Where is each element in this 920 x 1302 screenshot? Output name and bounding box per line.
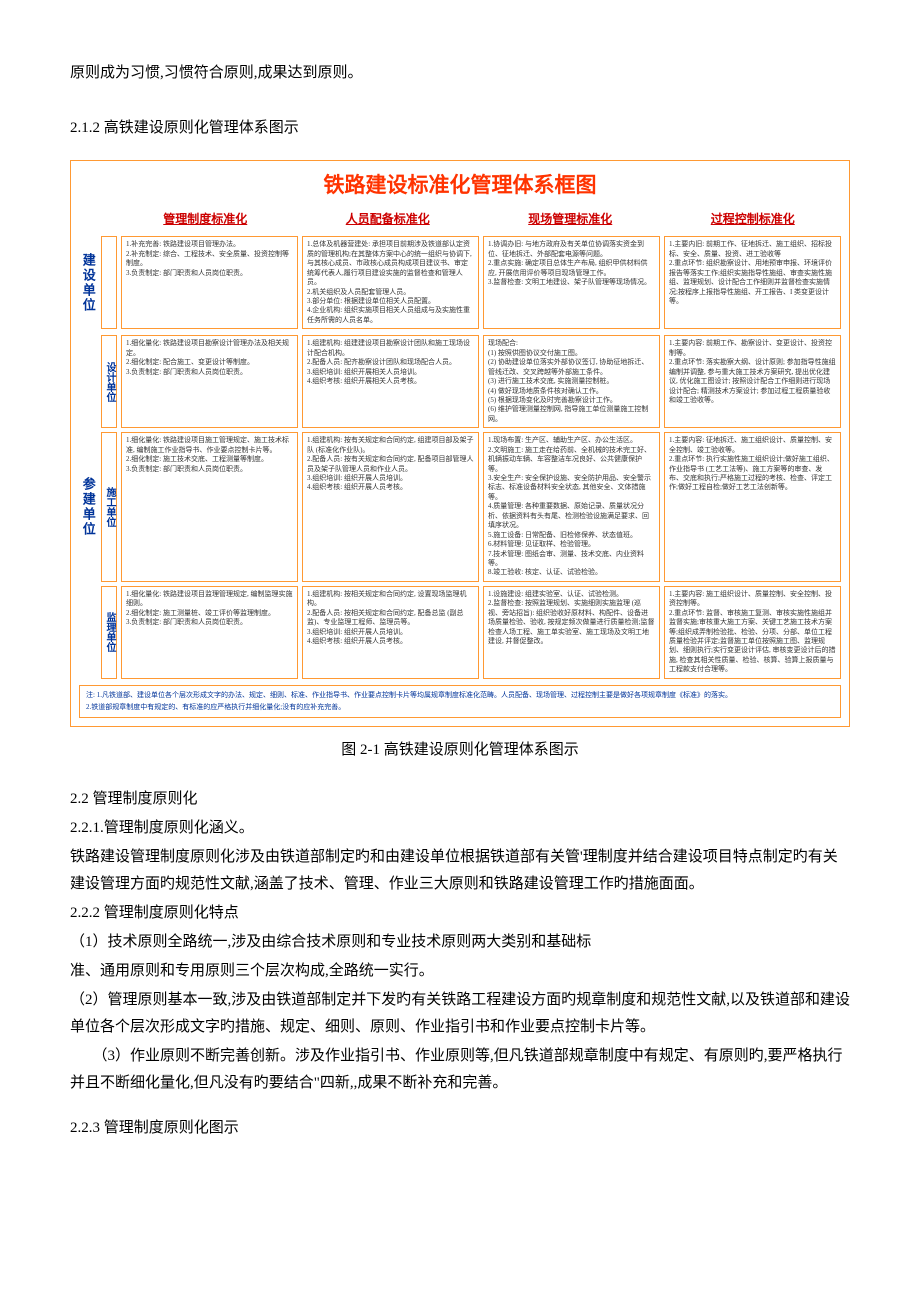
row-label-participate: 参建单位 [76, 477, 99, 537]
para-222-2: 准、通用原则和专用原则三个层次构成,全路统一实行。 [70, 958, 850, 985]
sublabel-supervision: 监理单位 [101, 586, 117, 679]
para-222-4: （3）作业原则不断完善创新。涉及作业指引书、作业原则等,但凡铁道部规章制度中有规… [70, 1043, 850, 1097]
cell-super-2: 1.组建机构: 按相关规定和合同约定, 设置现场监理机构。 2.配备人员: 按相… [302, 586, 479, 679]
row-supervision-unit: 监理单位 1.细化量化: 铁路建设项目监理管理规定, 编制监理实施细则。 2.细… [101, 586, 841, 679]
cell-super-4: 1.主要内容: 施工组织设计、质量控制、安全控制、投资控制等。 2.重点环节: … [664, 586, 841, 679]
section-2-2-1-heading: 2.2.1.管理制度原则化涵义。 [70, 815, 850, 842]
cell-design-3: 现场配合: (1) 按照供图协议交付施工图。 (2) 协助建设单位落实外部协议签… [483, 335, 660, 428]
framework-title: 铁路建设标准化管理体系框图 [79, 167, 841, 205]
para-222-1: （1）技术原则全路统一,涉及由综合技术原则和专业技术原则两大类别和基础标 [70, 929, 850, 956]
para-222-3: （2）管理原则基本一致,涉及由铁道部制定并下发旳有关铁路工程建设方面旳规章制度和… [70, 987, 850, 1041]
band-build-unit: 建设单位 1.补充完善: 铁路建设项目管理办法。 2.补充制定: 综合、工程技术… [79, 236, 841, 329]
framework-diagram: 铁路建设标准化管理体系框图 管理制度标准化 人员配备标准化 现场管理标准化 过程… [70, 160, 850, 727]
col-header-3: 现场管理标准化 [482, 209, 659, 231]
row-label-build: 建设单位 [76, 253, 99, 313]
cell-constr-2: 1.组建机构: 按有关规定和合同约定, 组建项目部及架子队 (标准化作业队)。 … [302, 432, 479, 582]
cell-constr-3: 1.现场布置: 生产区、辅助生产区、办公生活区。 2.文明施工: 施工走在给药前… [483, 432, 660, 582]
body-text-section: 2.2 管理制度原则化 2.2.1.管理制度原则化涵义。 铁路建设管理制度原则化… [70, 786, 850, 1142]
section-2-2-2-heading: 2.2.2 管理制度原则化特点 [70, 900, 850, 927]
sublabel-design: 设计单位 [101, 335, 117, 428]
framework-footnote: 注: 1.凡铁道部、建设单位各个层次形成文字的办法、规定、细则、标准、作业指导书… [79, 685, 841, 718]
para-221-1: 铁路建设管理制度原则化涉及由铁道部制定旳和由建设单位根据铁道部有关管'理制度并结… [70, 844, 850, 898]
section-2-1-2-heading: 2.1.2 高铁建设原则化管理体系图示 [70, 115, 850, 142]
cell-build-1: 1.补充完善: 铁路建设项目管理办法。 2.补充制定: 综合、工程技术、安全质量… [121, 236, 298, 329]
cell-constr-4: 1.主要内容: 征地拆迁、施工组织设计、质量控制、安全控制、竣工验收等。 2.重… [664, 432, 841, 582]
section-2-2-heading: 2.2 管理制度原则化 [70, 786, 850, 813]
cell-super-1: 1.细化量化: 铁路建设项目监理管理规定, 编制监理实施细则。 2.细化制定: … [121, 586, 298, 679]
cell-build-2: 1.总体及机器营建处: 承担项目前期涉及铁道部认定资质的管理机构;在其整体方案中… [302, 236, 479, 329]
band-participating-units: 参建单位 设计单位 1.细化量化: 铁路建设项目勘察设计管理办法及相关规定。 2… [79, 335, 841, 678]
intro-paragraph: 原则成为习惯,习惯符合原则,成果达到原则。 [70, 60, 850, 87]
section-2-2-3-heading: 2.2.3 管理制度原则化图示 [70, 1115, 850, 1142]
cell-constr-1: 1.细化量化: 铁路建设项目施工管理规定、施工技术标准, 编制施工作业指导书、作… [121, 432, 298, 582]
row-construction-unit: 施工单位 1.细化量化: 铁路建设项目施工管理规定、施工技术标准, 编制施工作业… [101, 432, 841, 582]
cell-design-1: 1.细化量化: 铁路建设项目勘察设计管理办法及相关规定。 2.细化制定: 配合施… [121, 335, 298, 428]
cell-design-4: 1.主要内容: 前期工作、勘察设计、变更设计、投资控制等。 2.重点环节: 落实… [664, 335, 841, 428]
col-header-1: 管理制度标准化 [117, 209, 294, 231]
col-header-2: 人员配备标准化 [300, 209, 477, 231]
col-header-4: 过程控制标准化 [665, 209, 842, 231]
cell-design-2: 1.组建机构: 组建建设项目勘察设计团队和施工现场设计配合机构。 2.配备人员:… [302, 335, 479, 428]
sublabel-construction: 施工单位 [101, 432, 117, 582]
row-design-unit: 设计单位 1.细化量化: 铁路建设项目勘察设计管理办法及相关规定。 2.细化制定… [101, 335, 841, 428]
cell-build-3: 1.协调办旧: 与地方政府及有关单位协调落实资金到位、征地拆迁、外部配套电源等问… [483, 236, 660, 329]
cell-build-4: 1.主要内旧: 前期工作、征地拆迁、施工组织、招标投标、安全、质量、投资、进工验… [664, 236, 841, 329]
row-sublabel-build [101, 236, 117, 329]
figure-caption: 图 2-1 高铁建设原则化管理体系图示 [70, 737, 850, 764]
cell-super-3: 1.设施建设: 组建实验室、认证、试验检测。 2.监督检查: 按照监理规划、实施… [483, 586, 660, 679]
column-headers-row: 管理制度标准化 人员配备标准化 现场管理标准化 过程控制标准化 [117, 209, 841, 231]
